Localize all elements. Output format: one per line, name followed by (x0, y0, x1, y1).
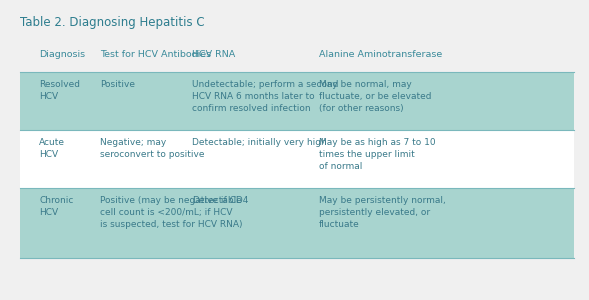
Text: Positive: Positive (100, 80, 135, 89)
Text: Resolved
HCV: Resolved HCV (39, 80, 80, 101)
Text: Positive (may be negative if CD4
cell count is <200/mL; if HCV
is suspected, tes: Positive (may be negative if CD4 cell co… (100, 196, 249, 229)
Text: Diagnosis: Diagnosis (39, 50, 85, 59)
Text: HCV RNA: HCV RNA (192, 50, 235, 59)
Bar (20, 72, 574, 130)
Text: Table 2. Diagnosing Hepatitis C: Table 2. Diagnosing Hepatitis C (20, 16, 204, 29)
Text: May be persistently normal,
persistently elevated, or
fluctuate: May be persistently normal, persistently… (319, 196, 446, 229)
Text: Acute
HCV: Acute HCV (39, 138, 65, 159)
Text: Undetectable; perform a second
HCV RNA 6 months later to
confirm resolved infect: Undetectable; perform a second HCV RNA 6… (192, 80, 338, 113)
Text: Chronic
HCV: Chronic HCV (39, 196, 74, 217)
Text: Negative; may
seroconvert to positive: Negative; may seroconvert to positive (100, 138, 205, 159)
Bar (20, 188, 574, 258)
Text: Test for HCV Antibodies: Test for HCV Antibodies (100, 50, 211, 59)
Text: Detectable: Detectable (192, 196, 241, 205)
Text: May be normal, may
fluctuate, or be elevated
(for other reasons): May be normal, may fluctuate, or be elev… (319, 80, 432, 113)
Text: Detectable; initially very high: Detectable; initially very high (192, 138, 326, 147)
Text: May be as high as 7 to 10
times the upper limit
of normal: May be as high as 7 to 10 times the uppe… (319, 138, 436, 171)
Text: Alanine Aminotransferase: Alanine Aminotransferase (319, 50, 442, 59)
Bar (20, 130, 574, 188)
